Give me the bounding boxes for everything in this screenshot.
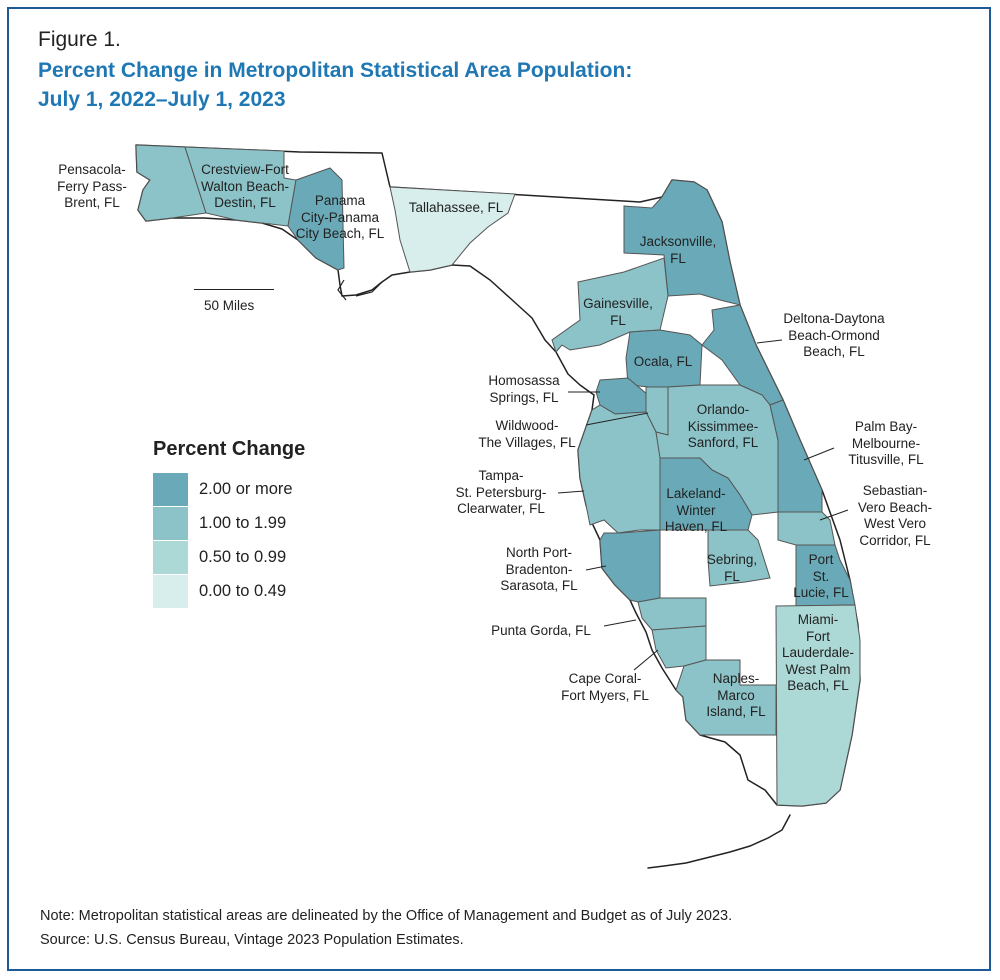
metro-lakeland[interactable] (659, 457, 753, 531)
cape-san-blas (337, 279, 383, 301)
title-line-1: Percent Change in Metropolitan Statistic… (38, 59, 633, 82)
label-ocala: Ocala, FL (633, 354, 693, 369)
figure-frame (7, 7, 991, 971)
source-text: Source: U.S. Census Bureau, Vintage 2023… (40, 932, 464, 948)
label-deltona: Deltona-Daytona Beach-Ormond Beach, FL (783, 311, 885, 359)
metro-sebastian[interactable] (777, 511, 836, 546)
legend-label: 1.00 to 1.99 (199, 514, 287, 532)
label-gainesville: Gainesville, FL (583, 296, 653, 328)
legend-swatch (153, 575, 188, 609)
legend-label: 2.00 or more (199, 480, 293, 498)
label-north-port: North Port- Bradenton- Sarasota, FL (500, 545, 578, 593)
label-pensacola: Pensacola- Ferry Pass- Brent, FL (57, 162, 127, 210)
metro-tallahassee[interactable] (389, 186, 516, 273)
legend-swatch (153, 541, 188, 575)
label-panama-city: Panama City-Panama City Beach, FL (295, 193, 385, 241)
label-wildwood: Wildwood- The Villages, FL (478, 418, 576, 450)
metro-punta-gorda[interactable] (637, 597, 707, 631)
metro-miami[interactable] (775, 604, 861, 807)
legend-item: 1.00 to 1.99 (153, 507, 373, 541)
metro-north-port[interactable] (599, 529, 661, 603)
scale-bar-label: 50 Miles (204, 298, 255, 313)
title-line-2: July 1, 2022–July 1, 2023 (38, 88, 286, 111)
figure-title: Percent Change in Metropolitan Statistic… (38, 56, 632, 114)
figure-label: Figure 1. (38, 28, 121, 51)
label-sebring: Sebring, FL (706, 552, 758, 584)
label-cape-coral: Cape Coral- Fort Myers, FL (561, 671, 649, 703)
label-tampa: Tampa- St. Petersburg- Clearwater, FL (455, 468, 547, 516)
scale-bar (194, 289, 274, 290)
legend-swatch (153, 473, 188, 507)
label-lakeland: Lakeland- Winter Haven, FL (664, 486, 728, 534)
metro-naples[interactable] (675, 659, 777, 736)
metro-gainesville[interactable] (551, 257, 669, 353)
note-text: Note: Metropolitan statistical areas are… (40, 908, 733, 924)
label-sebastian: Sebastian- Vero Beach- West Vero Corrido… (857, 483, 933, 548)
metro-palm-bay[interactable] (769, 399, 823, 513)
label-crestview: Crestview-Fort Walton Beach- Destin, FL (200, 162, 290, 210)
legend-item: 0.50 to 0.99 (153, 541, 373, 575)
label-homosassa: Homosassa Springs, FL (488, 373, 560, 405)
metro-panama-city[interactable] (287, 167, 345, 271)
label-tallahassee: Tallahassee, FL (408, 200, 504, 215)
label-palm-bay: Palm Bay- Melbourne- Titusville, FL (848, 419, 924, 467)
legend-item: 0.00 to 0.49 (153, 575, 373, 609)
label-jacksonville: Jacksonville, FL (639, 234, 717, 266)
metro-tampa[interactable] (577, 404, 661, 534)
label-naples: Naples- Marco Island, FL (706, 671, 766, 719)
legend-label: 0.50 to 0.99 (199, 548, 287, 566)
label-miami: Miami- Fort Lauderdale- West Palm Beach,… (781, 612, 855, 693)
label-port-st-lucie: Port St. Lucie, FL (793, 552, 849, 600)
label-punta-gorda: Punta Gorda, FL (491, 623, 591, 638)
legend-swatch (153, 507, 188, 541)
florida-keys (647, 814, 791, 869)
label-orlando: Orlando- Kissimmee- Sanford, FL (687, 402, 759, 450)
legend-title: Percent Change (153, 438, 306, 460)
leader-lines (557, 339, 849, 671)
legend-item: 2.00 or more (153, 473, 373, 507)
metro-sebring[interactable] (707, 529, 771, 587)
legend-label: 0.00 to 0.49 (199, 582, 287, 600)
